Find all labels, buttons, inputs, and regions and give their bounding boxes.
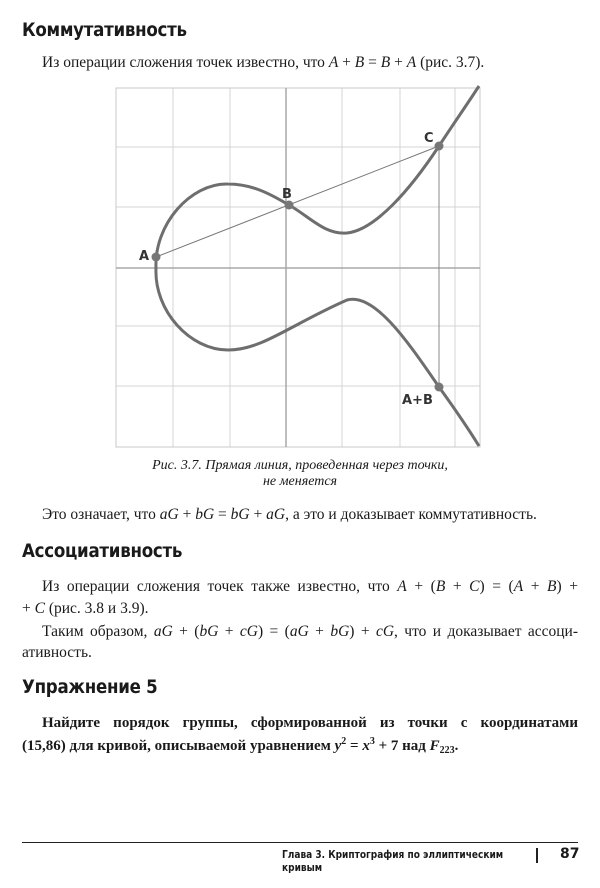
footer-rule <box>22 842 578 843</box>
label-a: A <box>139 249 149 264</box>
math-symbol: B <box>435 578 446 595</box>
math-symbol: cG <box>239 623 258 640</box>
label-b: B <box>282 187 292 202</box>
text-run: ативность. <box>22 644 92 661</box>
math-symbol: aG <box>153 623 173 640</box>
page-number: 87 <box>560 846 580 862</box>
text-run: ) = ( <box>258 623 290 640</box>
text-run: = <box>214 506 231 523</box>
math-symbol: C <box>34 600 45 617</box>
text-run: , а это и доказывает коммутативность. <box>285 506 537 523</box>
math-symbol: F <box>429 738 440 754</box>
text-run: + <box>445 578 470 595</box>
curve-lower <box>154 267 481 447</box>
label-a-plus-b: A+B <box>402 393 433 408</box>
text-run: + <box>22 600 35 617</box>
heading-associativity: Ассоциативность <box>22 541 183 562</box>
point-a-plus-b <box>434 382 444 392</box>
math-symbol: A <box>397 578 407 595</box>
text-run: 2 <box>341 736 347 747</box>
math-symbol: bG <box>330 623 350 640</box>
math-symbol: aG <box>266 506 286 523</box>
text-run: = <box>364 54 381 71</box>
text-run: (рис. 3.7). <box>416 54 485 71</box>
text-run: ) + <box>556 578 578 595</box>
secant-line <box>155 145 440 258</box>
text-run: . <box>454 738 459 754</box>
math-symbol: bG <box>195 506 215 523</box>
paragraph-line: Из операции сложения точек также известн… <box>42 578 578 596</box>
text-run: + <box>338 54 355 71</box>
math-symbol: cG <box>375 623 395 640</box>
math-symbol: B <box>547 578 557 595</box>
paragraph-line: (15,86) для кривой, описываемой уравнени… <box>22 736 578 756</box>
math-symbol: y <box>334 738 342 754</box>
paragraph-line: Из операции сложения точек известно, что… <box>42 54 578 72</box>
text-run: 3 <box>369 736 375 747</box>
heading-exercise: Упражнение 5 <box>22 677 158 698</box>
math-symbol: B <box>380 54 391 71</box>
text-run: + <box>249 506 267 523</box>
text-run: + ( <box>406 578 436 595</box>
curve-upper <box>154 85 481 269</box>
figure-caption-line1: Рис. 3.7. Прямая линия, проведенная чере… <box>152 458 448 473</box>
math-symbol: C <box>469 578 480 595</box>
paragraph-line: Найдите порядок группы, сформированной и… <box>42 714 578 732</box>
text-run: + <box>390 54 407 71</box>
paragraph-line: ативность. <box>22 644 578 662</box>
math-symbol: aG <box>289 623 309 640</box>
text-run: + ( <box>172 623 200 640</box>
text-run: + <box>178 506 196 523</box>
math-symbol: bG <box>230 506 250 523</box>
text-run: (15,86) для кривой, описываемой уравнени… <box>22 738 335 754</box>
footer-chapter: Глава 3. Криптография по эллиптическим к… <box>282 848 504 874</box>
paragraph-line: Таким образом, aG + (bG + cG) = (aG + bG… <box>42 623 578 641</box>
text-run: = <box>346 738 363 754</box>
point-b <box>284 200 294 210</box>
text-run: 223 <box>439 745 455 756</box>
label-c: C <box>424 131 434 146</box>
text-run: Из операции сложения точек также известн… <box>42 578 398 595</box>
text-run: ) = ( <box>479 578 514 595</box>
text-run: + <box>308 623 331 640</box>
paragraph-line: Это означает, что aG + bG = bG + aG, а э… <box>42 506 578 524</box>
text-run: (рис. 3.8 и 3.9). <box>44 600 149 617</box>
math-symbol: x <box>362 738 370 754</box>
math-symbol: A <box>513 578 524 595</box>
text-run: Из операции сложения точек известно, что <box>42 54 329 71</box>
point-c <box>434 141 444 151</box>
text-run: + <box>218 623 240 640</box>
text-run: Это означает, что <box>42 506 160 523</box>
text-run: , что и доказывает ассоци- <box>394 623 578 640</box>
figure-caption-line2: не меняется <box>262 474 338 489</box>
footer-separator <box>536 848 538 863</box>
text-run: + 7 над <box>374 738 430 754</box>
heading-commutativity: Коммутативность <box>22 20 187 41</box>
text-run: Таким образом, <box>42 623 154 640</box>
text-run: Найдите порядок группы, сформированной и… <box>42 715 578 731</box>
paragraph-line: + C (рис. 3.8 и 3.9). <box>22 600 578 618</box>
math-symbol: B <box>354 54 365 71</box>
figure-elliptic-curve: A B C A+B <box>115 85 481 448</box>
math-symbol: bG <box>199 623 219 640</box>
text-run: ) + <box>349 623 376 640</box>
text-run: + <box>523 578 548 595</box>
point-a <box>151 252 161 262</box>
math-symbol: aG <box>159 506 179 523</box>
math-symbol: A <box>406 54 417 71</box>
math-symbol: A <box>328 54 339 71</box>
